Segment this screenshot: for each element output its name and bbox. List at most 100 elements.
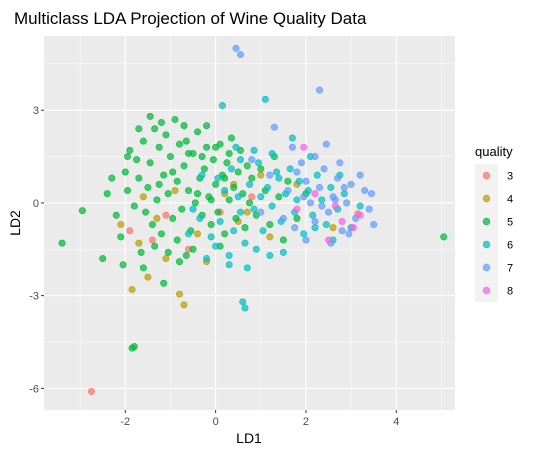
data-point-quality-6 — [250, 205, 258, 213]
data-point-quality-5 — [275, 193, 283, 201]
data-point-quality-7 — [288, 143, 296, 151]
legend-label-quality-5: 5 — [507, 217, 513, 229]
data-point-quality-3 — [148, 236, 156, 244]
data-point-quality-5 — [151, 125, 159, 133]
data-point-quality-5 — [146, 112, 154, 120]
data-point-quality-6 — [207, 233, 215, 241]
data-point-quality-5 — [279, 236, 287, 244]
data-point-quality-6 — [286, 165, 294, 173]
data-point-quality-4 — [175, 290, 183, 298]
data-point-quality-5 — [99, 255, 107, 263]
legend-swatch-quality-8 — [482, 286, 491, 295]
data-point-quality-7 — [293, 168, 301, 176]
data-point-quality-5 — [203, 122, 211, 130]
legend-swatch-quality-6 — [482, 240, 491, 249]
data-point-quality-6 — [304, 187, 312, 195]
data-point-quality-7 — [343, 199, 351, 207]
data-point-quality-7 — [367, 190, 375, 198]
data-point-quality-5 — [185, 187, 193, 195]
plot-panel — [44, 36, 455, 410]
data-point-quality-3 — [126, 227, 134, 235]
data-point-quality-5 — [225, 149, 233, 157]
data-point-quality-7 — [336, 159, 344, 167]
data-point-quality-4 — [144, 273, 152, 281]
data-point-quality-5 — [155, 143, 163, 151]
data-point-quality-7 — [345, 230, 353, 238]
data-point-quality-5 — [257, 165, 265, 173]
data-point-quality-8 — [325, 236, 333, 244]
data-point-quality-7 — [297, 159, 305, 167]
chart-title: Multiclass LDA Projection of Wine Qualit… — [14, 9, 367, 28]
data-point-quality-5 — [234, 168, 242, 176]
x-tick-label: 0 — [213, 416, 219, 428]
data-point-quality-6 — [241, 239, 249, 247]
data-point-quality-4 — [257, 171, 265, 179]
data-point-quality-6 — [185, 230, 193, 238]
data-point-quality-5 — [207, 196, 215, 204]
data-point-quality-7 — [306, 199, 314, 207]
data-point-quality-5 — [164, 190, 172, 198]
data-point-quality-7 — [318, 202, 326, 210]
data-point-quality-5 — [173, 177, 181, 185]
data-point-quality-8 — [293, 205, 301, 213]
data-point-quality-6 — [259, 227, 267, 235]
data-point-quality-4 — [153, 214, 161, 222]
data-point-quality-6 — [268, 202, 276, 210]
legend-swatch-quality-3 — [482, 171, 491, 180]
data-point-quality-6 — [230, 227, 238, 235]
data-point-quality-5 — [225, 196, 233, 204]
data-point-quality-6 — [227, 165, 235, 173]
data-point-quality-5 — [230, 183, 238, 191]
data-point-quality-4 — [194, 230, 202, 238]
data-point-quality-7 — [302, 236, 310, 244]
data-point-quality-5 — [182, 251, 190, 259]
data-point-quality-6 — [241, 304, 249, 312]
data-point-quality-6 — [257, 193, 265, 201]
data-point-quality-5 — [133, 156, 141, 164]
data-point-quality-8 — [331, 202, 339, 210]
data-point-quality-5 — [221, 230, 229, 238]
data-point-quality-6 — [295, 177, 303, 185]
data-point-quality-7 — [340, 183, 348, 191]
y-axis-title: LD2 — [7, 210, 23, 236]
data-point-quality-7 — [338, 227, 346, 235]
minor-gridlines — [44, 36, 455, 410]
x-tick-label: 2 — [303, 416, 309, 428]
data-point-quality-7 — [270, 123, 278, 131]
data-point-quality-5 — [440, 233, 448, 241]
data-point-quality-5 — [212, 143, 220, 151]
data-point-quality-5 — [58, 239, 66, 247]
data-point-quality-6 — [236, 156, 244, 164]
legend-keys: 3 4 5 6 7 8 — [475, 164, 513, 302]
legend-swatch-quality-7 — [482, 263, 491, 272]
data-point-quality-6 — [221, 187, 229, 195]
data-point-quality-4 — [180, 301, 188, 309]
data-point-quality-5 — [200, 165, 208, 173]
data-point-quality-7 — [302, 177, 310, 185]
legend-label-quality-7: 7 — [507, 263, 513, 275]
legend-swatch-quality-4 — [482, 194, 491, 203]
data-point-quality-3 — [248, 193, 256, 201]
legend-swatch-quality-5 — [482, 217, 491, 226]
data-point-quality-7 — [370, 221, 378, 229]
legend-label-quality-3: 3 — [507, 171, 513, 183]
data-point-quality-5 — [171, 115, 179, 123]
data-point-quality-6 — [288, 134, 296, 142]
data-point-quality-5 — [207, 221, 215, 229]
data-point-quality-6 — [273, 168, 281, 176]
data-point-quality-5 — [157, 230, 165, 238]
data-point-quality-5 — [212, 180, 220, 188]
data-points — [58, 44, 448, 395]
data-point-quality-5 — [175, 140, 183, 148]
data-point-quality-6 — [203, 255, 211, 263]
data-point-quality-7 — [316, 183, 324, 191]
y-tick-label: -3 — [29, 291, 39, 303]
data-point-quality-4 — [329, 224, 337, 232]
legend-label-quality-6: 6 — [507, 240, 513, 252]
data-point-quality-5 — [166, 153, 174, 161]
data-point-quality-6 — [279, 248, 287, 256]
data-point-quality-5 — [194, 128, 202, 136]
data-point-quality-5 — [139, 264, 147, 272]
x-axis-title: LD1 — [236, 430, 262, 446]
